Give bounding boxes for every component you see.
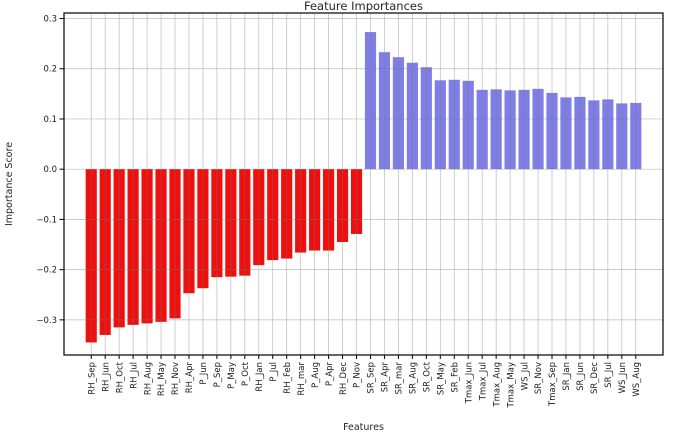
x-tick-label-RH_Jan: RH_Jan <box>255 362 265 392</box>
bars <box>85 32 642 343</box>
x-tick-label-SR_Jan: SR_Jan <box>562 362 572 391</box>
axis-ticks <box>59 18 637 359</box>
chart-title: Feature Importances <box>304 0 423 13</box>
x-tick-label-WS_Jul: WS_Jul <box>520 362 530 390</box>
y-tick-label: 0.1 <box>43 115 57 125</box>
y-axis-label: Importance Score <box>4 142 15 226</box>
x-tick-label-P_Aug: P_Aug <box>311 362 321 388</box>
y-tick-label: 0.2 <box>43 65 57 75</box>
x-tick-label-SR_Feb: SR_Feb <box>450 362 460 393</box>
x-tick-label-SR_Aug: SR_Aug <box>409 362 419 394</box>
axis-tick-labels: 0.3 0.2 0.1 0.0 −0.1 −0.2 −0.3 RH_Sep RH_Jun RH_O… <box>36 15 642 409</box>
y-tick-label: −0.3 <box>36 316 57 326</box>
x-tick-label-Tmax_Jul: Tmax_Jul <box>478 362 488 401</box>
x-tick-label-Tmax_Jun: Tmax_Jun <box>464 362 474 404</box>
x-tick-label-SR_May: SR_May <box>436 362 446 395</box>
y-tick-label: 0.0 <box>43 165 57 175</box>
x-tick-label-RH_Aug: RH_Aug <box>143 362 153 395</box>
x-tick-label-RH_mar: RH_mar <box>297 361 307 395</box>
x-tick-label-SR_Apr: SR_Apr <box>381 362 391 393</box>
x-tick-label-SR_Jul: SR_Jul <box>604 362 614 388</box>
x-tick-label-SR_Sep: SR_Sep <box>367 362 377 394</box>
x-tick-label-RH_Feb: RH_Feb <box>283 362 293 394</box>
x-tick-label-P_May: P_May <box>227 362 237 389</box>
x-tick-label-P_Apr: P_Apr <box>325 362 335 387</box>
x-tick-label-RH_Jul: RH_Jul <box>129 362 139 389</box>
x-tick-label-SR_Nov: SR_Nov <box>534 362 544 394</box>
x-tick-label-P_Nov: P_Nov <box>353 362 363 388</box>
y-tick-label: 0.3 <box>43 15 57 25</box>
x-tick-label-SR_Jun: SR_Jun <box>576 362 586 391</box>
x-tick-label-RH_Sep: RH_Sep <box>87 362 97 395</box>
x-tick-label-RH_Nov: RH_Nov <box>171 362 181 395</box>
y-tick-label: −0.2 <box>36 266 57 276</box>
x-tick-label-WS_Jun: WS_Jun <box>618 362 628 393</box>
plot-border <box>63 12 664 356</box>
x-tick-label-Tmax_Sep: Tmax_Sep <box>548 362 558 407</box>
x-tick-label-RH_Dec: RH_Dec <box>339 362 349 395</box>
x-axis-label: Features <box>343 422 384 433</box>
x-tick-label-P_Sep: P_Sep <box>213 362 223 387</box>
x-tick-label-Tmax_Aug: Tmax_Aug <box>492 362 502 408</box>
x-tick-label-SR_Dec: SR_Dec <box>590 362 600 394</box>
x-tick-label-SR_mar: SR_mar <box>395 362 405 395</box>
x-tick-label-P_Jun: P_Jun <box>199 362 209 385</box>
x-tick-label-RH_Oct: RH_Oct <box>115 361 125 393</box>
y-tick-label: −0.1 <box>36 215 57 225</box>
x-tick-label-WS_Aug: WS_Aug <box>632 362 642 397</box>
x-tick-label-RH_Jun: RH_Jun <box>101 362 111 392</box>
x-tick-label-P_Jul: P_Jul <box>269 362 279 382</box>
x-tick-label-SR_Oct: SR_Oct <box>423 361 433 392</box>
gridlines <box>64 13 663 355</box>
x-tick-label-RH_Apr: RH_Apr <box>185 362 195 394</box>
x-tick-label-Tmax_May: Tmax_May <box>506 362 516 409</box>
x-tick-label-P_Oct: P_Oct <box>241 361 251 386</box>
x-tick-label-RH_May: RH_May <box>157 362 167 396</box>
